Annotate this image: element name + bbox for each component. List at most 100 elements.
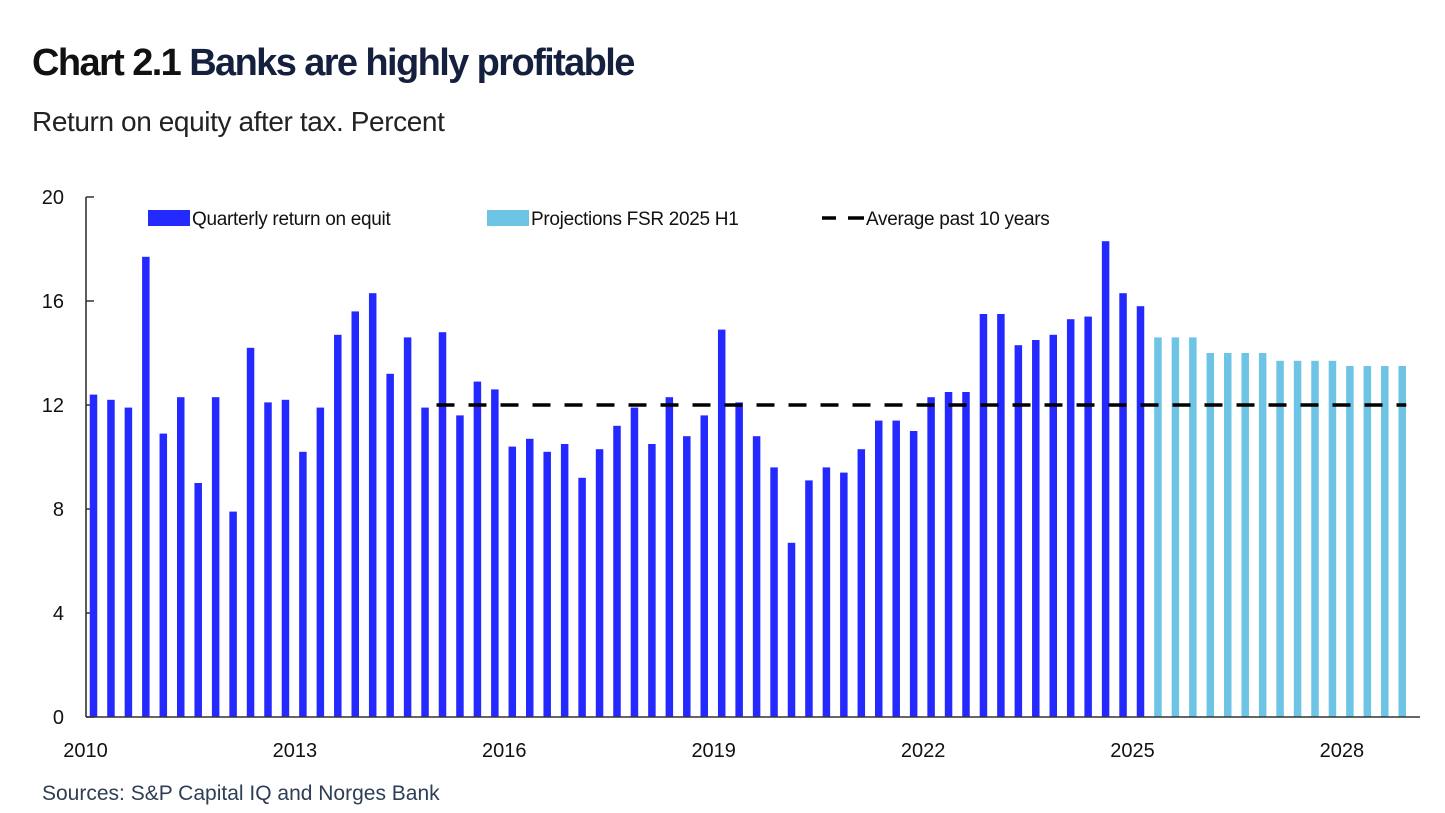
axes-group [85,197,1420,718]
actual-bar [857,449,866,717]
actual-bar [526,438,534,717]
actual-bar [1014,345,1023,717]
actual-bar [909,431,918,717]
sources-note: Sources: S&P Capital IQ and Norges Bank [42,782,440,805]
actual-bar [142,256,150,717]
actual-bar [194,483,202,717]
actual-bar [508,446,517,717]
actual-bar [770,467,778,717]
actual-bar [403,337,412,717]
actual-bar [805,480,813,717]
chart-title: Chart 2.1 Banks are highly profitable [32,42,635,85]
actual-bar [246,347,255,717]
projection-bar [1241,353,1249,717]
y-tick-label: 8 [53,499,64,521]
actual-bar [665,397,674,717]
x-tick-label: 2010 [63,740,108,762]
actual-bar [979,314,988,717]
projection-bar [1258,353,1267,717]
actual-bar [630,407,639,717]
actual-bar [159,433,168,717]
actual-bar [560,444,569,717]
actual-bar [1066,319,1075,717]
actual-bar [1049,334,1057,717]
actual-bar [438,332,447,717]
projection-bar [1171,337,1180,717]
actual-bar [1032,340,1040,717]
actual-bar [316,407,325,717]
actual-bar [177,397,185,717]
actual-bar [892,420,900,717]
actual-bar [1101,241,1110,717]
x-tick-label: 2013 [273,740,318,762]
projection-bar [1224,353,1232,717]
actual-bar [944,392,953,717]
legend-swatch-actual [148,210,190,226]
projection-bar [1346,366,1354,717]
projection-bar [1154,337,1162,717]
legend-label: Quarterly return on equit [192,209,391,230]
actual-bar [595,449,604,717]
y-tick-label: 16 [42,291,64,313]
actual-bar [334,334,342,717]
projection-bar [1328,360,1337,717]
actual-bar [578,477,586,717]
actual-bar [927,397,935,717]
chart-number: Chart 2.1 [32,42,182,84]
actual-bar [997,314,1005,717]
actual-bar [822,467,831,717]
actual-bar [107,399,115,717]
y-tick-label: 4 [53,603,64,625]
legend-label: Projections FSR 2025 H1 [531,209,738,230]
actual-bar [648,444,656,717]
projection-bar [1293,360,1302,717]
y-tick-label: 0 [53,707,64,729]
actual-bar [124,407,133,717]
actual-bar [456,415,464,717]
actual-bar [1136,306,1145,717]
projection-bar [1311,360,1319,717]
actual-bar [683,436,691,717]
bars-group [89,241,1406,717]
actual-bar [1119,293,1127,717]
actual-bar [840,472,848,717]
projection-bar [1276,360,1284,717]
projection-bar [1381,366,1389,717]
actual-bar [752,436,761,717]
actual-bar [613,425,621,717]
actual-bar [89,394,98,717]
actual-bar [351,311,359,717]
actual-bar [473,381,482,717]
actual-bar [1084,316,1092,717]
actual-bar [281,399,290,717]
legend: Quarterly return on equit Projections FSR… [148,209,1050,230]
projection-bar [1363,366,1372,717]
actual-bar [299,451,307,717]
actual-bar [700,415,708,717]
x-tick-label: 2022 [901,740,946,762]
x-axis: 2010 2013 2016 2019 2022 2025 2028 [63,740,1364,762]
actual-bar [264,402,272,717]
actual-bar [368,293,377,717]
actual-bar [875,420,883,717]
x-tick-label: 2016 [482,740,527,762]
projection-bar [1398,366,1406,717]
y-tick-label: 12 [42,395,64,417]
legend-label: Average past 10 years [866,209,1049,230]
actual-bar [211,397,220,717]
actual-bar [386,373,394,717]
x-tick-label: 2028 [1320,740,1365,762]
x-tick-label: 2025 [1110,740,1155,762]
actual-bar [543,451,551,717]
actual-bar [717,329,726,717]
projection-bar [1189,337,1197,717]
actual-bar [735,402,743,717]
actual-bar [787,542,796,717]
chart-subtitle: Return on equity after tax. Percent [32,106,445,137]
actual-bar [491,389,499,717]
legend-swatch-projection [487,210,529,226]
projection-bar [1206,353,1215,717]
x-tick-label: 2019 [691,740,736,762]
chart-title-text: Banks are highly profitable [189,42,635,84]
